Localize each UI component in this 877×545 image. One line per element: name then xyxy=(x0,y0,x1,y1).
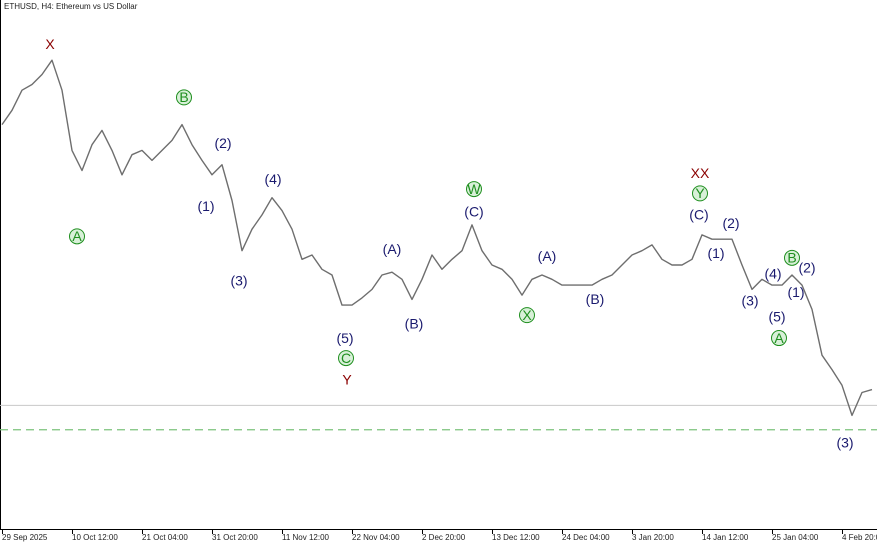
wave-label: Y xyxy=(342,371,352,387)
wave-text: (A) xyxy=(538,248,557,264)
wave-text: C xyxy=(341,350,351,366)
wave-text: W xyxy=(467,181,481,197)
wave-label: (4) xyxy=(264,171,281,187)
wave-text: (1) xyxy=(707,245,724,261)
wave-label: (4) xyxy=(764,265,781,281)
wave-circle xyxy=(176,89,192,106)
x-tick-label: 2 Dec 20:00 xyxy=(422,533,466,542)
wave-text: (1) xyxy=(197,198,214,214)
x-tick-label: 10 Oct 12:00 xyxy=(72,533,118,542)
wave-text: (3) xyxy=(741,293,758,309)
x-tick-label: 25 Jan 04:00 xyxy=(772,533,819,542)
x-tick-label: 22 Nov 04:00 xyxy=(352,533,400,542)
x-tick-label: 31 Oct 20:00 xyxy=(212,533,258,542)
wave-circle xyxy=(519,307,535,324)
wave-text: (4) xyxy=(764,265,781,281)
wave-circle xyxy=(69,228,85,245)
wave-text: (2) xyxy=(214,135,231,151)
wave-label: (B) xyxy=(586,291,605,307)
wave-label: (2) xyxy=(798,260,815,276)
wave-label: W xyxy=(466,181,482,198)
wave-text: (3) xyxy=(230,272,247,288)
wave-text: (A) xyxy=(383,241,402,257)
wave-text: (3) xyxy=(836,434,853,450)
wave-label: B xyxy=(176,89,192,106)
wave-text: (5) xyxy=(768,308,785,324)
wave-label: (1) xyxy=(707,245,724,261)
wave-text: X xyxy=(45,36,55,52)
wave-circle xyxy=(771,330,787,347)
wave-text: X xyxy=(522,307,532,323)
wave-label: (5) xyxy=(768,308,785,324)
wave-text: (C) xyxy=(689,207,708,223)
x-tick-label: 13 Dec 12:00 xyxy=(492,533,540,542)
wave-label: (2) xyxy=(722,215,739,231)
wave-text: B xyxy=(179,89,188,105)
wave-circle xyxy=(466,181,482,198)
wave-label: Y xyxy=(692,185,708,202)
wave-text: (B) xyxy=(586,291,605,307)
wave-text: XX xyxy=(691,165,710,181)
wave-text: (B) xyxy=(405,315,424,331)
wave-label: (5) xyxy=(336,330,353,346)
wave-label: B xyxy=(784,249,800,266)
wave-label: (1) xyxy=(787,284,804,300)
wave-text: (1) xyxy=(787,284,804,300)
wave-text: (C) xyxy=(464,204,483,220)
wave-text: (2) xyxy=(798,260,815,276)
wave-text: (2) xyxy=(722,215,739,231)
chart-title: ETHUSD, H4: Ethereum vs US Dollar xyxy=(4,2,138,11)
wave-label: (3) xyxy=(230,272,247,288)
wave-label: (3) xyxy=(741,293,758,309)
wave-text: Y xyxy=(695,185,705,201)
wave-text: (5) xyxy=(336,330,353,346)
wave-text: A xyxy=(72,228,82,244)
wave-label: C xyxy=(338,350,354,367)
wave-label: (1) xyxy=(197,198,214,214)
wave-label: (A) xyxy=(383,241,402,257)
x-tick-label: 29 Sep 2025 xyxy=(2,533,48,542)
x-tick-label: 4 Feb 20:00 xyxy=(842,533,877,542)
x-tick-label: 11 Nov 12:00 xyxy=(282,533,330,542)
wave-label: (3) xyxy=(836,434,853,450)
x-tick-label: 14 Jan 12:00 xyxy=(702,533,749,542)
wave-label: X xyxy=(45,36,55,52)
wave-label: XX xyxy=(691,165,710,181)
wave-text: Y xyxy=(342,371,352,387)
wave-text: (4) xyxy=(264,171,281,187)
wave-label: (2) xyxy=(214,135,231,151)
x-tick-label: 21 Oct 04:00 xyxy=(142,533,188,542)
wave-label: X xyxy=(519,307,535,324)
wave-label: (A) xyxy=(538,248,557,264)
wave-label: A xyxy=(69,228,85,245)
wave-circle xyxy=(338,350,354,367)
price-line xyxy=(1,59,873,417)
x-tick-label: 3 Jan 20:00 xyxy=(632,533,674,542)
wave-label: A xyxy=(771,330,787,347)
wave-circle xyxy=(784,249,800,266)
wave-text: B xyxy=(787,250,796,266)
wave-text: A xyxy=(774,330,784,346)
wave-label: (C) xyxy=(464,204,483,220)
wave-label: (C) xyxy=(689,207,708,223)
x-tick-label: 24 Dec 04:00 xyxy=(562,533,610,542)
wave-label: (B) xyxy=(405,315,424,331)
wave-circle xyxy=(692,185,708,202)
